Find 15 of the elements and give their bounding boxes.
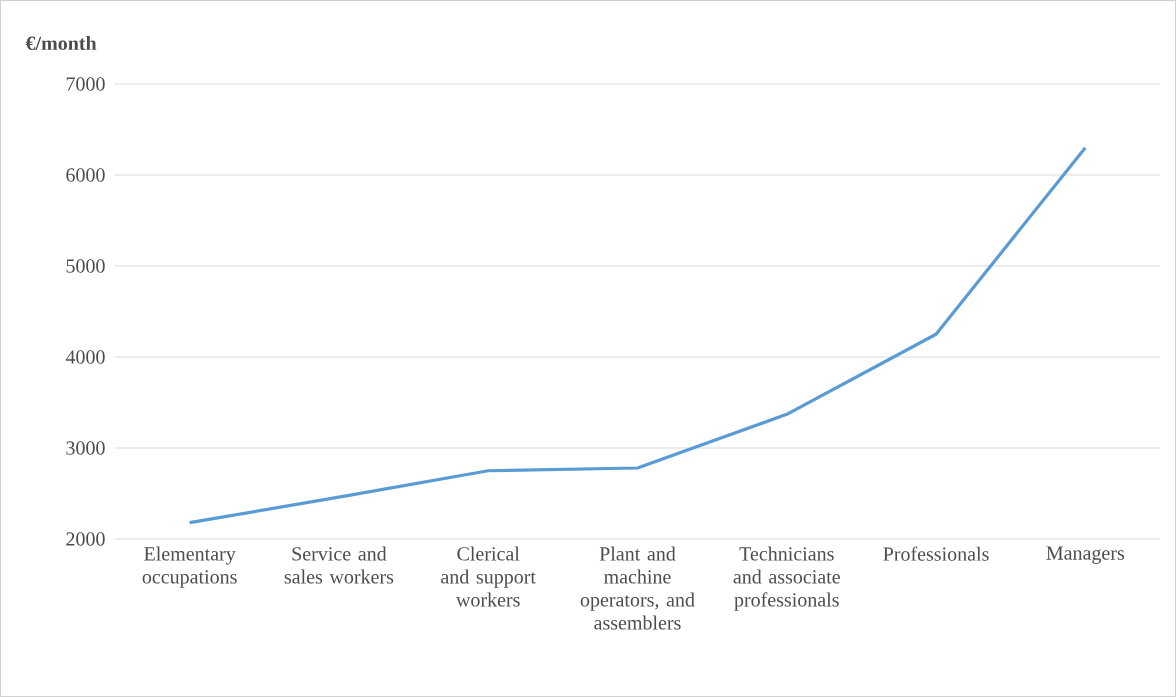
x-tick-label: Professionals [883, 546, 989, 561]
y-tick-label: 3000 [66, 441, 105, 455]
x-tick-label: Clerical and support workers [441, 546, 536, 607]
y-tick-label: 4000 [65, 350, 105, 364]
x-tick-label: Technicians and associate professionals [733, 546, 840, 611]
x-tick-label: Service and sales workers [284, 546, 394, 584]
y-tick-label: 5000 [66, 259, 105, 273]
x-tick-label: Elementary occupations [142, 546, 237, 588]
y-axis-title: €/month [25, 35, 97, 51]
line-series [188, 146, 1087, 525]
x-tick-label: Managers [1046, 546, 1125, 564]
y-tick-label: 2000 [66, 532, 105, 546]
x-tick-label: Plant and machine operators, and assemblers [580, 546, 695, 630]
y-tick-label: 6000 [66, 168, 105, 182]
y-tick-label: 7000 [66, 77, 105, 91]
